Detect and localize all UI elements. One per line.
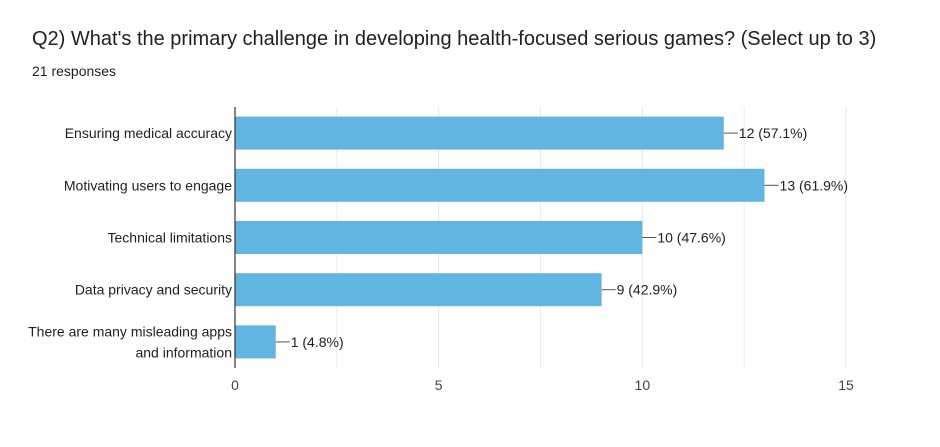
category-label: Technical limitations xyxy=(108,230,233,246)
category-label: There are many misleading apps xyxy=(28,323,232,339)
category-label: and information xyxy=(135,344,232,360)
bar xyxy=(235,168,765,202)
value-label: 12 (57.1%) xyxy=(739,125,807,141)
x-tick-label: 5 xyxy=(435,377,443,393)
value-label: 10 (47.6%) xyxy=(657,230,725,246)
x-tick-label: 10 xyxy=(635,377,651,393)
x-tick-label: 15 xyxy=(838,377,854,393)
value-label: 13 (61.9%) xyxy=(780,177,848,193)
bar xyxy=(235,273,602,307)
category-label: Motivating users to engage xyxy=(64,177,232,193)
bar xyxy=(235,325,276,359)
x-tick-label: 0 xyxy=(231,377,239,393)
value-label: 9 (42.9%) xyxy=(617,282,678,298)
category-label: Data privacy and security xyxy=(75,282,232,298)
bar xyxy=(235,116,724,150)
bar xyxy=(235,221,643,254)
chart-title: Q2) What's the primary challenge in deve… xyxy=(32,28,877,50)
response-count: 21 responses xyxy=(32,63,117,79)
category-label: Ensuring medical accuracy xyxy=(65,125,232,141)
value-label: 1 (4.8%) xyxy=(291,334,344,350)
